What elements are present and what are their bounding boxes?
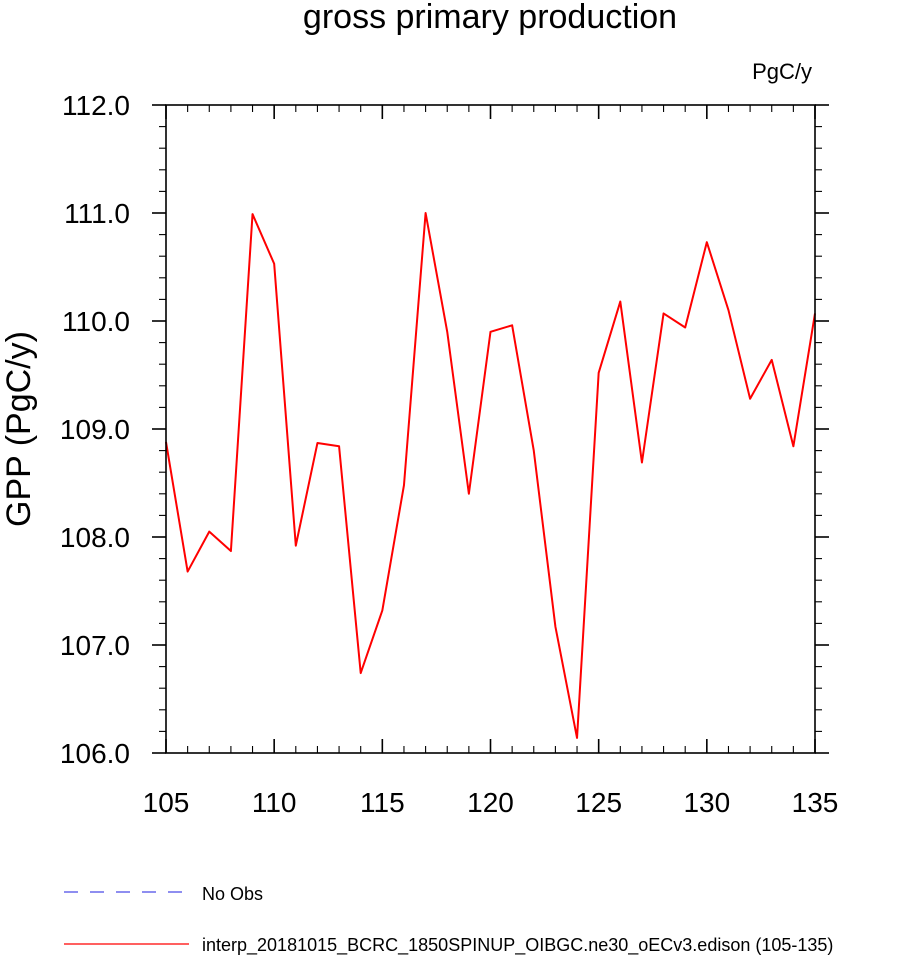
y-tick-label: 106.0 — [60, 738, 130, 769]
x-tick-label: 115 — [360, 787, 405, 818]
y-tick-label: 108.0 — [60, 522, 130, 553]
x-tick-label: 135 — [792, 787, 839, 818]
y-axis-label: GPP (PgC/y) — [0, 331, 38, 527]
legend-label-no-obs: No Obs — [202, 884, 263, 904]
y-tick-label: 112.0 — [62, 90, 130, 121]
x-tick-label: 120 — [467, 787, 514, 818]
legend: No Obs interp_20181015_BCRC_1850SPINUP_O… — [64, 884, 833, 956]
legend-label-model: interp_20181015_BCRC_1850SPINUP_OIBGC.ne… — [202, 935, 833, 956]
x-tick-label: 110 — [252, 787, 297, 818]
x-tick-labels: 105 110 115 120 125 130 135 — [143, 787, 839, 818]
x-tick-label: 105 — [143, 787, 190, 818]
y-tick-label: 107.0 — [60, 630, 130, 661]
y-tick-label: 109.0 — [60, 414, 130, 445]
x-tick-label: 125 — [575, 787, 622, 818]
series-lines — [165, 212, 816, 739]
y-tick-label: 110.0 — [62, 306, 130, 337]
y-tick-labels: 106.0 107.0 108.0 109.0 110.0 111.0 112.0 — [60, 90, 130, 769]
y-tick-label: 111.0 — [64, 198, 130, 229]
chart-title: gross primary production — [303, 0, 677, 36]
x-tick-label: 130 — [683, 787, 730, 818]
axis-ticks — [152, 104, 829, 754]
series-line — [165, 212, 816, 739]
plot-frame — [165, 104, 816, 754]
units-label: PgC/y — [752, 59, 812, 84]
